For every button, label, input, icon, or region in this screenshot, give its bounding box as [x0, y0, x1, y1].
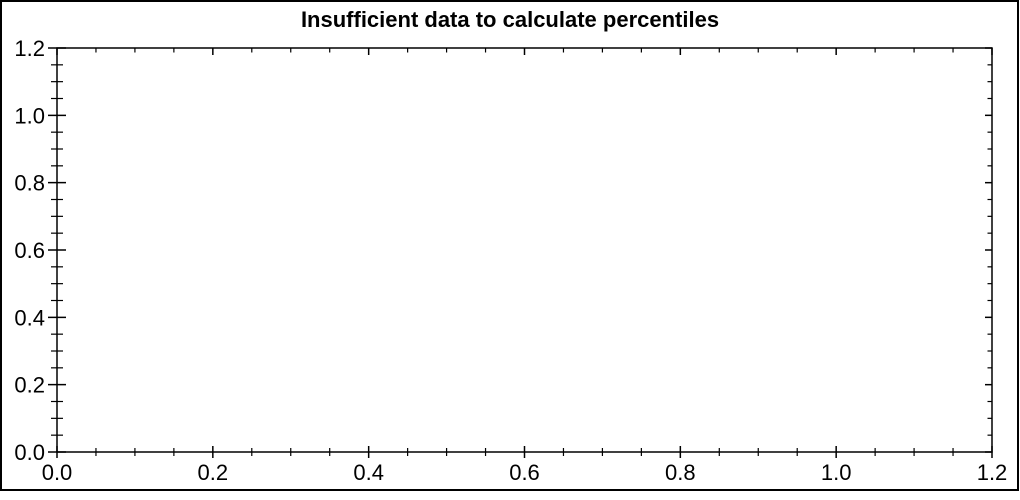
x-tick-label: 1.2 [977, 460, 1008, 485]
x-tick-label: 0.0 [42, 460, 73, 485]
y-tick-label: 1.2 [14, 36, 45, 61]
x-tick-label: 0.6 [509, 460, 540, 485]
y-tick-label: 0.0 [14, 440, 45, 465]
y-tick-label: 0.4 [14, 305, 45, 330]
x-tick-label: 1.0 [821, 460, 852, 485]
x-tick-label: 0.8 [665, 460, 696, 485]
plot-box [56, 47, 993, 453]
y-tick-label: 0.8 [14, 171, 45, 196]
y-tick-label: 1.0 [14, 103, 45, 128]
y-tick-label: 0.6 [14, 238, 45, 263]
y-tick-label: 0.2 [14, 373, 45, 398]
chart-title: Insufficient data to calculate percentil… [300, 7, 720, 32]
x-tick-label: 0.2 [198, 460, 229, 485]
x-tick-label: 0.4 [353, 460, 384, 485]
